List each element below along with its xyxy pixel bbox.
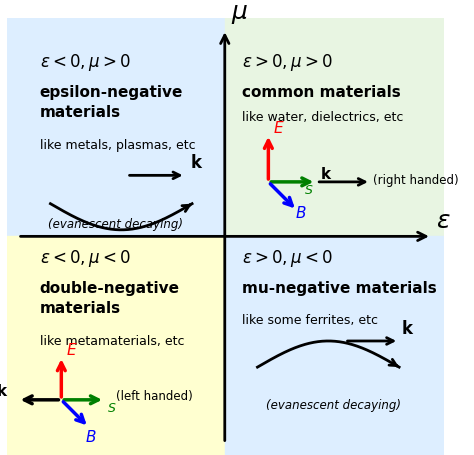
Text: $\mathit{S}$: $\mathit{S}$: [304, 183, 314, 197]
Text: $\varepsilon > 0, \mu < 0$: $\varepsilon > 0, \mu < 0$: [242, 248, 333, 268]
Text: $\mathit{B}$: $\mathit{B}$: [85, 428, 96, 444]
Text: $\mathbf{k}$: $\mathbf{k}$: [0, 383, 9, 399]
Text: epsilon-negative
materials: epsilon-negative materials: [39, 85, 183, 119]
Text: (right handed): (right handed): [373, 174, 459, 187]
Text: $\varepsilon$: $\varepsilon$: [436, 208, 451, 233]
Text: (evanescent decaying): (evanescent decaying): [48, 217, 183, 230]
Text: $\mathbf{k}$: $\mathbf{k}$: [401, 319, 415, 337]
Text: $\varepsilon < 0, \mu > 0$: $\varepsilon < 0, \mu > 0$: [39, 52, 130, 73]
Text: like metals, plasmas, etc: like metals, plasmas, etc: [39, 139, 195, 152]
Text: double-negative
materials: double-negative materials: [39, 280, 180, 315]
Text: $\mathit{E}$: $\mathit{E}$: [66, 341, 77, 357]
Text: like some ferrites, etc: like some ferrites, etc: [242, 313, 378, 326]
Text: $\mathbf{k}$: $\mathbf{k}$: [190, 154, 203, 172]
Text: $\varepsilon > 0, \mu > 0$: $\varepsilon > 0, \mu > 0$: [242, 52, 333, 73]
Text: like water, dielectrics, etc: like water, dielectrics, etc: [242, 111, 403, 124]
Text: (left handed): (left handed): [116, 389, 192, 402]
Text: mu-negative materials: mu-negative materials: [242, 280, 437, 295]
Text: $\mathit{S}$: $\mathit{S}$: [107, 401, 117, 414]
Text: $\mathit{B}$: $\mathit{B}$: [295, 204, 306, 220]
Text: $\mathit{E}$: $\mathit{E}$: [273, 120, 284, 136]
Text: common materials: common materials: [242, 85, 401, 100]
Text: (evanescent decaying): (evanescent decaying): [266, 398, 401, 411]
Text: like metamaterials, etc: like metamaterials, etc: [39, 335, 184, 348]
Text: $\mathbf{k}$: $\mathbf{k}$: [319, 165, 332, 181]
Text: $\mu$: $\mu$: [231, 2, 248, 26]
Text: $\varepsilon < 0, \mu < 0$: $\varepsilon < 0, \mu < 0$: [39, 248, 130, 268]
